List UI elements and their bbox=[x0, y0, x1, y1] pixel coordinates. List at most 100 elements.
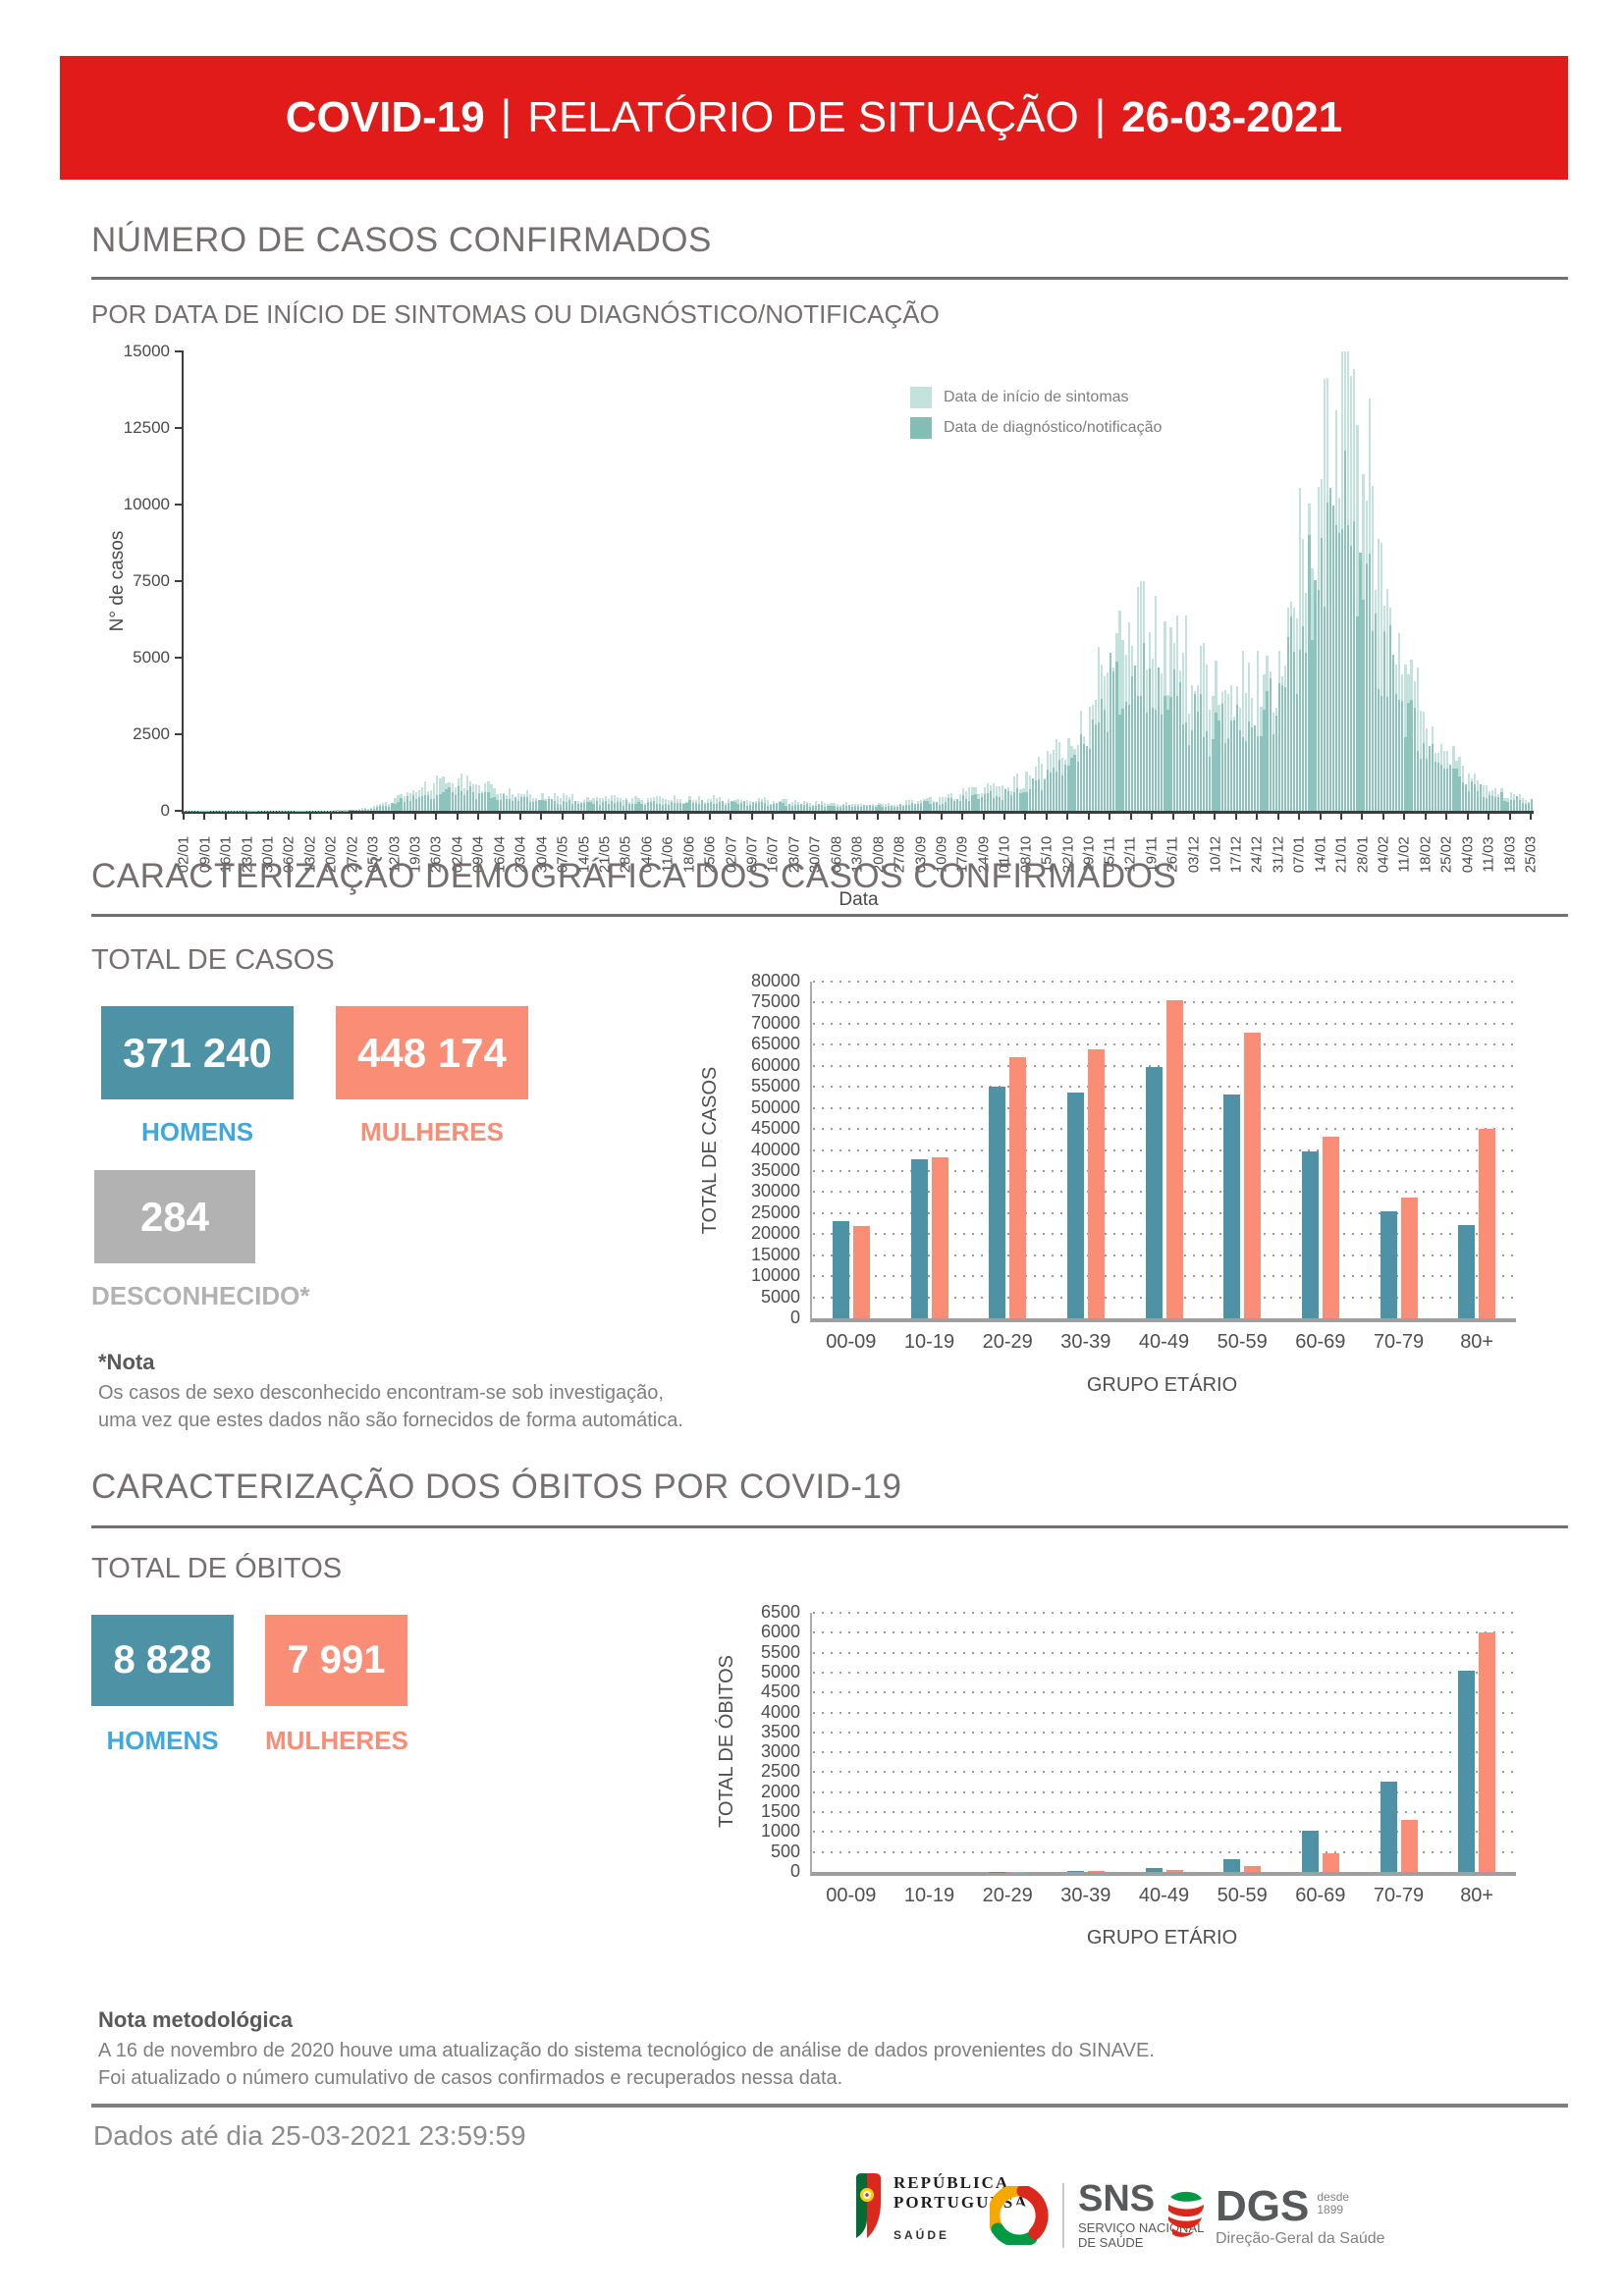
y-tick-mark bbox=[175, 427, 184, 429]
symptoms-bar bbox=[992, 783, 995, 811]
diagnosis-bar bbox=[938, 804, 941, 811]
men-bar bbox=[1458, 1671, 1476, 1872]
diagnosis-bar bbox=[952, 801, 956, 811]
diagnosis-bar bbox=[679, 802, 682, 811]
diagnosis-bar bbox=[1524, 803, 1528, 811]
diagnosis-bar bbox=[793, 804, 796, 811]
unknown-note-line1: Os casos de sexo desconhecido encontram-… bbox=[98, 1382, 664, 1404]
diagnosis-bar bbox=[1380, 695, 1383, 811]
x-tick-label: 04/03 bbox=[1458, 823, 1478, 885]
diagnosis-bar bbox=[694, 803, 697, 811]
diagnosis-bar bbox=[363, 809, 366, 811]
women-bar bbox=[931, 1157, 948, 1318]
diagnosis-bar bbox=[1530, 798, 1534, 811]
gridline bbox=[813, 1850, 1516, 1853]
diagnosis-bar bbox=[1350, 546, 1353, 811]
report-banner: COVID-19 | RELATÓRIO DE SITUAÇÃO | 26-03… bbox=[60, 56, 1568, 180]
x-tick-mark bbox=[183, 813, 185, 820]
diagnosis-bar bbox=[719, 802, 722, 811]
diagnosis-bar bbox=[1104, 709, 1107, 811]
symptoms-bar bbox=[712, 795, 716, 811]
x-tick-mark bbox=[288, 813, 291, 820]
x-tick-label: 04/02 bbox=[1374, 823, 1393, 885]
diagnosis-swatch-icon bbox=[910, 417, 932, 439]
gridline bbox=[813, 1731, 1516, 1734]
diagnosis-bar bbox=[1158, 667, 1161, 811]
cases-men-label: HOMENS bbox=[140, 1117, 254, 1147]
age-group-label: 00-09 bbox=[826, 1885, 877, 1906]
x-tick-mark bbox=[224, 813, 227, 820]
age-group-label: 60-69 bbox=[1295, 1331, 1346, 1353]
banner-separator: | bbox=[1094, 91, 1107, 139]
diagnosis-bar bbox=[1425, 758, 1428, 811]
x-tick-mark bbox=[1045, 813, 1048, 820]
x-tick-mark bbox=[940, 813, 943, 820]
diagnosis-bar bbox=[460, 790, 462, 811]
diagnosis-bar bbox=[337, 810, 340, 811]
diagnosis-bar bbox=[1302, 625, 1305, 811]
diagnosis-bar bbox=[1130, 675, 1133, 811]
diagnosis-bar bbox=[971, 794, 974, 811]
diagnosis-bar bbox=[1260, 735, 1263, 811]
diagnosis-bar bbox=[668, 804, 671, 811]
diagnosis-bar bbox=[1337, 533, 1341, 811]
age-group-label: 80+ bbox=[1460, 1885, 1494, 1906]
diagnosis-bar bbox=[1070, 757, 1073, 811]
diagnosis-bar bbox=[1187, 745, 1191, 811]
diagnosis-bar bbox=[739, 803, 742, 811]
symptoms-bar bbox=[1155, 596, 1158, 811]
diagnosis-bar bbox=[414, 798, 417, 811]
y-tick-label: 35000 bbox=[750, 1159, 800, 1180]
y-tick-label: 75000 bbox=[750, 991, 800, 1012]
diagnosis-bar bbox=[1010, 794, 1013, 811]
diagnosis-bar bbox=[547, 798, 550, 811]
diagnosis-bar bbox=[379, 806, 382, 811]
diagnosis-bar bbox=[1413, 707, 1416, 811]
y-tick-label: 3500 bbox=[760, 1721, 800, 1741]
x-tick-mark bbox=[919, 813, 922, 820]
banner-subtitle: RELATÓRIO DE SITUAÇÃO bbox=[527, 93, 1079, 141]
diagnosis-bar bbox=[1085, 746, 1088, 811]
diagnosis-bar bbox=[682, 803, 685, 811]
x-tick-mark bbox=[1466, 813, 1469, 820]
x-tick-label: 11/02 bbox=[1394, 823, 1414, 885]
diagnosis-bar bbox=[671, 802, 674, 811]
diagnosis-bar bbox=[1136, 695, 1139, 811]
diagnosis-bar bbox=[1127, 705, 1130, 811]
age-group-label: 30-39 bbox=[1060, 1885, 1111, 1906]
diagnosis-bar bbox=[526, 797, 529, 811]
diagnosis-bar bbox=[1512, 800, 1515, 811]
x-tick-mark bbox=[877, 813, 880, 820]
diagnosis-bar bbox=[613, 803, 617, 811]
diagnosis-bar bbox=[799, 804, 802, 811]
diagnosis-bar bbox=[427, 795, 430, 811]
diagnosis-bar bbox=[1001, 800, 1004, 811]
women-bar bbox=[1400, 1820, 1418, 1872]
y-tick-label: 65000 bbox=[750, 1034, 800, 1054]
cases-unknown-value-box: 284 bbox=[94, 1170, 255, 1263]
date-tick-text: 25/02 bbox=[1437, 835, 1455, 873]
diagnosis-bar bbox=[628, 804, 631, 811]
legend-label: Data de início de sintomas bbox=[944, 389, 1129, 405]
x-tick-mark bbox=[1256, 813, 1259, 820]
diagnosis-bar bbox=[1458, 775, 1461, 811]
diagnosis-bar bbox=[745, 806, 748, 811]
x-tick-label: 10/12 bbox=[1205, 823, 1224, 885]
diagnosis-bar bbox=[839, 807, 841, 811]
diagnosis-bar bbox=[610, 801, 614, 811]
diagnosis-bar bbox=[706, 803, 710, 811]
gridline bbox=[813, 1275, 1516, 1278]
diagnosis-bar bbox=[1452, 768, 1455, 811]
women-bar bbox=[1479, 1631, 1496, 1872]
republica-saude: SAÚDE bbox=[893, 2228, 950, 2242]
y-tick-label: 6500 bbox=[760, 1602, 800, 1622]
x-tick-mark bbox=[477, 813, 480, 820]
symptoms-bar bbox=[1025, 772, 1028, 811]
diagnosis-bar bbox=[932, 803, 935, 811]
diagnosis-bar bbox=[890, 806, 893, 811]
symptoms-bar bbox=[1257, 651, 1260, 811]
diagnosis-bar bbox=[1311, 639, 1314, 811]
section-rule bbox=[91, 914, 1568, 917]
y-tick-label: 15000 bbox=[123, 342, 170, 360]
diagnosis-bar bbox=[1491, 795, 1494, 811]
